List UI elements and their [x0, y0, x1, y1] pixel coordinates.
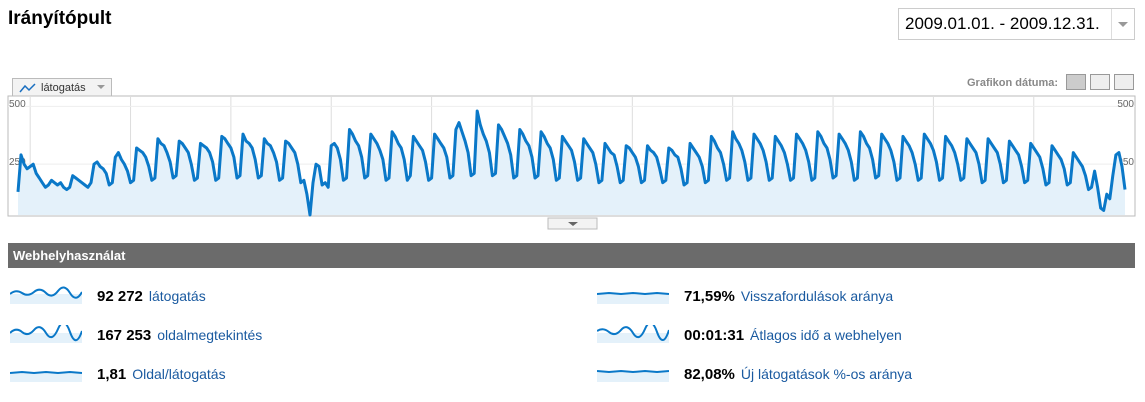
date-text: 2009.01.01. - 2009.12.31.: [905, 14, 1100, 33]
sparkline-line: [10, 370, 82, 375]
metric: 1,81 Oldal/látogatás: [97, 364, 226, 384]
arrow-icon: [1118, 22, 1128, 27]
metric: 71,59% Visszafordulások aránya: [684, 286, 893, 306]
week-button[interactable]: [1090, 74, 1110, 90]
metric-label[interactable]: oldalmegtekintés: [157, 327, 263, 343]
section-title: Webhelyhasználat: [8, 243, 1135, 268]
sparkline-bg: [597, 372, 669, 382]
metric: 167 253 oldalmegtekintés: [97, 325, 262, 345]
page-title: Irányítópult: [8, 8, 112, 29]
metric-value: 167 253: [97, 327, 152, 344]
metric-value: 82,08%: [684, 366, 735, 383]
sparkline: [10, 286, 82, 304]
metric-label[interactable]: Oldal/látogatás: [132, 366, 226, 382]
toggle-arrow: [568, 222, 578, 226]
sparkline-bg: [10, 294, 82, 304]
day-button[interactable]: [1066, 74, 1086, 90]
metric-tab[interactable]: látogatás: [12, 78, 112, 96]
date-range[interactable]: 2009.01.01. - 2009.12.31.: [898, 8, 1135, 40]
metric-value: 92 272: [97, 288, 143, 305]
chart: jan. 5.febr. 7.márc. 12.ápr. 14.máj. 17.…: [7, 95, 1136, 230]
y-tick-label: 250: [1117, 157, 1134, 168]
sparkline-bg: [597, 333, 669, 343]
sparkline-line: [10, 286, 82, 299]
sparkline-bg: [597, 294, 669, 304]
metric-value: 71,59%: [684, 288, 735, 305]
metric-label[interactable]: Átlagos idő a webhelyen: [750, 327, 902, 343]
metric: 00:01:31 Átlagos idő a webhelyen: [684, 325, 902, 345]
metric-label[interactable]: Új látogatások %-os aránya: [740, 366, 913, 382]
sparkline-bg: [10, 333, 82, 343]
sparkline: [597, 325, 669, 343]
dropdown-arrow[interactable]: [1111, 9, 1134, 39]
sparkline: [10, 370, 82, 382]
metric: 82,08% Új látogatások %-os aránya: [684, 364, 912, 384]
tab-arrow: [97, 85, 105, 89]
month-button[interactable]: [1114, 74, 1134, 90]
area: [18, 111, 1125, 215]
sparkline-line: [10, 325, 82, 342]
graph-by-label: Grafikon dátuma:: [967, 77, 1059, 89]
metric: 92 272 látogatás: [97, 286, 206, 306]
sparkline: [597, 291, 669, 304]
sparkline-line: [597, 325, 669, 341]
sparkline-line: [597, 369, 669, 374]
metric-value: 00:01:31: [684, 327, 745, 344]
metric-label[interactable]: látogatás: [148, 288, 206, 304]
sparkline: [10, 325, 82, 343]
sparkline-line: [597, 291, 669, 296]
tab-icon: [19, 83, 36, 93]
y-tick-label: 500: [1117, 99, 1134, 110]
metric-label[interactable]: Visszafordulások aránya: [740, 288, 894, 304]
sparkline-bg: [10, 372, 82, 382]
line: [16, 109, 1127, 217]
tab-label: látogatás: [41, 82, 86, 94]
y-tick-label: 250: [9, 157, 26, 168]
sparkline: [597, 369, 669, 382]
metric-value: 1,81: [97, 366, 127, 383]
y-tick-label: 500: [9, 99, 26, 110]
